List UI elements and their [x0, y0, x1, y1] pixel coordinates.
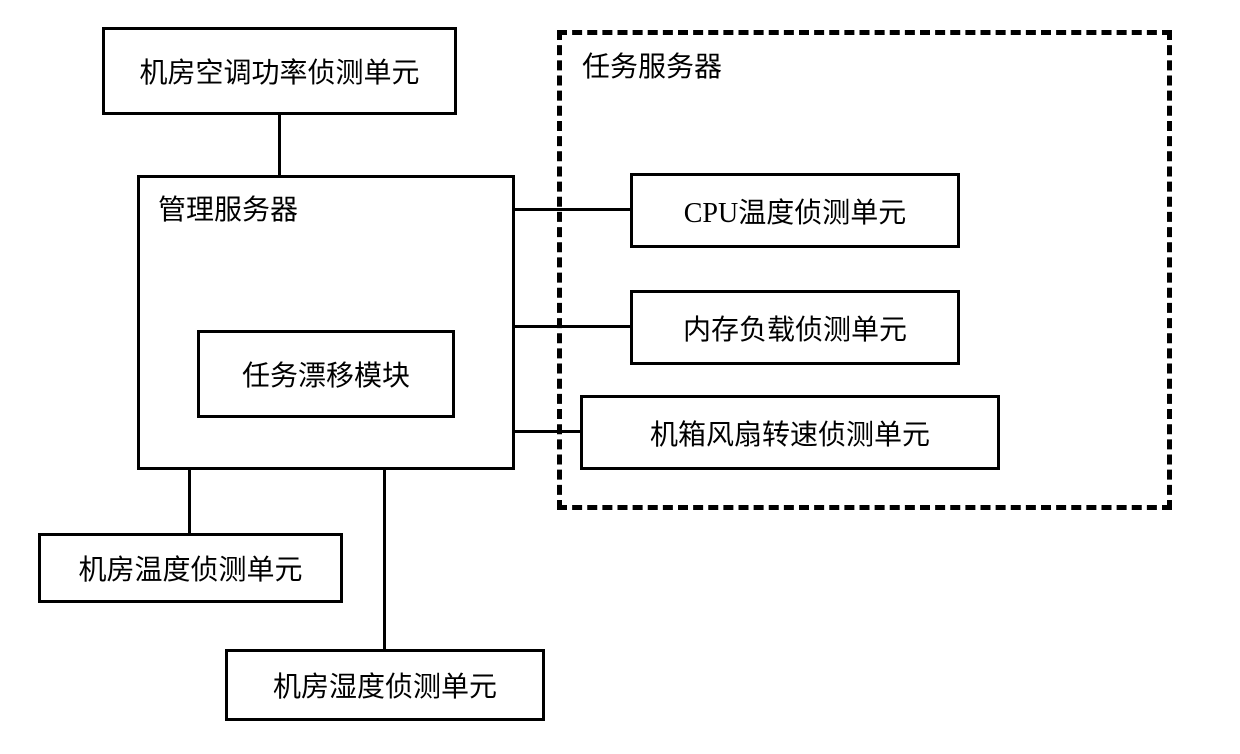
label-fan-speed: 机箱风扇转速侦测单元	[650, 413, 930, 453]
connector-mgmt-to-roomhumidity	[383, 470, 386, 649]
label-room-temp: 机房温度侦测单元	[78, 548, 302, 588]
diagram-canvas: 机房空调功率侦测单元 管理服务器 任务漂移模块 机房温度侦测单元 机房湿度侦测单…	[0, 0, 1240, 754]
box-cpu-temp-detection: CPU温度侦测单元	[630, 173, 960, 248]
box-room-humidity-detection: 机房湿度侦测单元	[225, 649, 545, 721]
box-fan-speed-detection: 机箱风扇转速侦测单元	[580, 395, 1000, 470]
label-task-drift: 任务漂移模块	[242, 354, 410, 394]
label-ac-power: 机房空调功率侦测单元	[139, 51, 419, 91]
box-ac-power-detection: 机房空调功率侦测单元	[102, 27, 457, 115]
connector-mgmt-to-roomtemp	[188, 470, 191, 533]
label-task-server: 任务服务器	[582, 52, 722, 83]
box-room-temp-detection: 机房温度侦测单元	[38, 533, 343, 603]
label-room-humidity: 机房湿度侦测单元	[273, 665, 497, 705]
label-management-server: 管理服务器	[158, 195, 298, 226]
box-task-drift-module: 任务漂移模块	[197, 330, 455, 418]
label-cpu-temp: CPU温度侦测单元	[684, 191, 906, 231]
box-management-server: 管理服务器	[137, 175, 515, 470]
box-memory-load-detection: 内存负载侦测单元	[630, 290, 960, 365]
connector-ac-to-mgmt	[278, 115, 281, 175]
label-mem-load: 内存负载侦测单元	[683, 308, 907, 348]
